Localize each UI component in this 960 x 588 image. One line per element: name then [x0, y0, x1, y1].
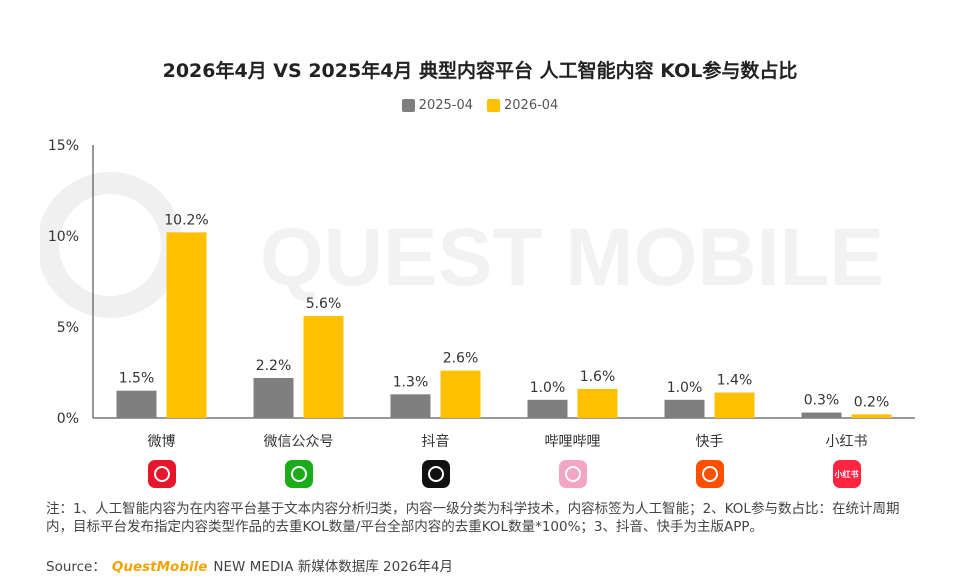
legend-item-2026: 2026-04: [487, 98, 558, 113]
legend-item-2025: 2025-04: [401, 98, 473, 113]
douyin-icon-glyph: [427, 466, 444, 482]
bar-2026-04: [851, 414, 892, 418]
data-label: 2.2%: [256, 358, 292, 374]
data-label: 1.0%: [530, 380, 566, 396]
data-label: 1.4%: [717, 373, 753, 389]
data-label: 1.5%: [119, 371, 155, 387]
legend-label-2026: 2026-04: [504, 98, 559, 113]
app-icons-row: 小红书: [0, 460, 960, 490]
footnote: 注：1、人工智能内容为在内容平台基于文本内容分析归类，内容一级分类为科学技术，内…: [46, 501, 900, 535]
bar-2026-04: [303, 316, 344, 418]
data-label: 2.6%: [443, 351, 479, 367]
x-tick-label: 微信公众号: [264, 434, 334, 450]
bar-2025-04: [390, 394, 431, 418]
source-label: Source：: [46, 559, 106, 575]
bar-2026-04: [714, 392, 755, 418]
data-label: 0.2%: [854, 394, 890, 410]
data-label: 1.6%: [580, 369, 616, 385]
xiaohongshu-icon: 小红书: [832, 460, 861, 488]
data-label: 10.2%: [164, 212, 208, 228]
x-tick-label: 小红书: [826, 434, 868, 450]
x-tick-label: 抖音: [422, 433, 450, 450]
source-text: NEW MEDIA 新媒体数据库 2026年4月: [213, 559, 453, 575]
weibo-icon: [147, 460, 176, 488]
bar-2025-04: [801, 412, 842, 418]
bar-2025-04: [664, 399, 705, 418]
kuaishou-icon: [695, 460, 724, 488]
legend: 2025-04 2026-04: [0, 98, 960, 113]
legend-label-2025: 2025-04: [418, 98, 473, 113]
x-tick-label: 快手: [696, 434, 724, 450]
bar-2025-04: [116, 390, 157, 418]
x-tick-label: 微博: [148, 433, 176, 450]
legend-swatch-2026: [487, 99, 500, 112]
chart-title: 2026年4月 VS 2025年4月 典型内容平台 人工智能内容 KOL参与数占…: [162, 60, 798, 82]
wechat-icon: [284, 460, 313, 488]
bilibili-icon-glyph: [564, 466, 581, 482]
wechat-icon-glyph: [290, 466, 307, 482]
source-line: Source： QuestMobile NEW MEDIA 新媒体数据库 202…: [46, 555, 453, 575]
data-label: 0.3%: [804, 393, 840, 409]
bar-2026-04: [577, 388, 618, 418]
data-label: 1.3%: [393, 374, 429, 390]
x-tick-label: 哔哩哔哩: [545, 434, 601, 450]
y-tick-label: 15%: [48, 138, 79, 154]
y-tick-label: 10%: [48, 229, 79, 245]
bar-2026-04: [440, 370, 481, 418]
legend-swatch-2025: [401, 99, 415, 112]
bar-2025-04: [527, 399, 568, 418]
weibo-icon-glyph: [153, 466, 170, 482]
douyin-icon: [421, 460, 450, 488]
bar-2026-04: [166, 232, 207, 418]
data-label: 1.0%: [667, 380, 703, 396]
bar-chart: 0% 5% 10% 15% 1.5% 10.2% 微博 2.2% 5.6% 微信公众号 1.3% 2.…: [48, 138, 915, 450]
bilibili-icon: [558, 460, 587, 488]
y-tick-label: 5%: [57, 320, 79, 336]
bar-2025-04: [253, 377, 294, 418]
y-tick-label: 0%: [57, 411, 79, 427]
data-label: 5.6%: [306, 296, 342, 312]
kuaishou-icon-glyph: [701, 466, 718, 482]
source-brand: QuestMobile: [111, 559, 208, 575]
